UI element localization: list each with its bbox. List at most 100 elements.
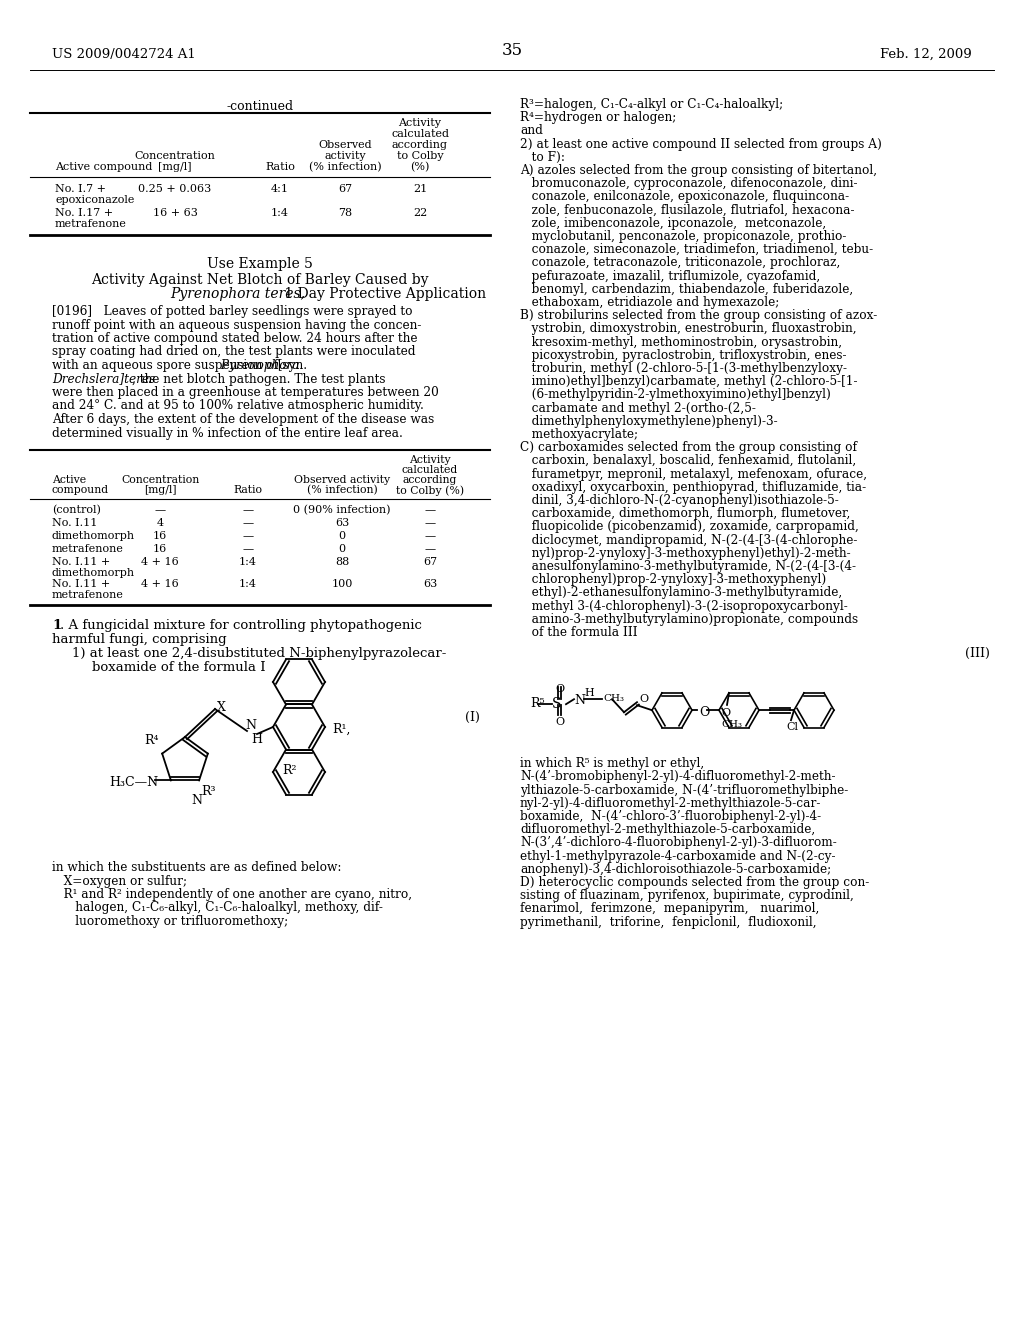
Text: —: — <box>424 544 435 554</box>
Text: carbamate and methyl 2-(ortho-(2,5-: carbamate and methyl 2-(ortho-(2,5- <box>520 401 756 414</box>
Text: No. I.11: No. I.11 <box>52 517 97 528</box>
Text: compound: compound <box>52 484 110 495</box>
Text: US 2009/0042724 A1: US 2009/0042724 A1 <box>52 48 196 61</box>
Text: Cl: Cl <box>786 722 798 733</box>
Text: methyl 3-(4-chlorophenyl)-3-(2-isopropoxycarbonyl-: methyl 3-(4-chlorophenyl)-3-(2-isopropox… <box>520 599 848 612</box>
Text: 0.25 + 0.063: 0.25 + 0.063 <box>138 183 212 194</box>
Text: Activity: Activity <box>398 117 441 128</box>
Text: (control): (control) <box>52 506 101 515</box>
Text: 1:4: 1:4 <box>239 579 257 589</box>
Text: (I): (I) <box>465 711 480 723</box>
Text: Activity: Activity <box>410 455 451 465</box>
Text: kresoxim-methyl, methominostrobin, orysastrobin,: kresoxim-methyl, methominostrobin, orysa… <box>520 335 842 348</box>
Text: R²: R² <box>282 763 297 776</box>
Text: carboxamide, dimethomorph, flumorph, flumetover,: carboxamide, dimethomorph, flumorph, flu… <box>520 507 850 520</box>
Text: methoxyacrylate;: methoxyacrylate; <box>520 428 638 441</box>
Text: N: N <box>574 694 585 708</box>
Text: Pyrenophora teres,: Pyrenophora teres, <box>170 286 305 301</box>
Text: determined visually in % infection of the entire leaf area.: determined visually in % infection of th… <box>52 426 402 440</box>
Text: Feb. 12, 2009: Feb. 12, 2009 <box>881 48 972 61</box>
Text: Drechslera]teres: Drechslera]teres <box>52 372 156 385</box>
Text: 63: 63 <box>335 517 349 528</box>
Text: myclobutanil, penconazole, propiconazole, prothio-: myclobutanil, penconazole, propiconazole… <box>520 230 847 243</box>
Text: R³: R³ <box>201 785 216 799</box>
Text: N-(3’,4’-dichloro-4-fluorobiphenyl-2-yl)-3-difluorom-: N-(3’,4’-dichloro-4-fluorobiphenyl-2-yl)… <box>520 837 837 849</box>
Text: spray coating had dried on, the test plants were inoculated: spray coating had dried on, the test pla… <box>52 346 416 359</box>
Text: (%): (%) <box>411 162 430 173</box>
Text: luoromethoxy or trifluoromethoxy;: luoromethoxy or trifluoromethoxy; <box>52 915 288 928</box>
Text: 1: 1 <box>52 619 61 632</box>
Text: -continued: -continued <box>226 100 294 114</box>
Text: troburin, methyl (2-chloro-5-[1-(3-methylbenzyloxy-: troburin, methyl (2-chloro-5-[1-(3-methy… <box>520 362 847 375</box>
Text: —: — <box>243 517 254 528</box>
Text: R¹,: R¹, <box>332 723 350 737</box>
Text: chlorophenyl)prop-2-ynyloxy]-3-methoxyphenyl): chlorophenyl)prop-2-ynyloxy]-3-methoxyph… <box>520 573 826 586</box>
Text: dimethomorph: dimethomorph <box>52 531 135 541</box>
Text: in which R⁵ is methyl or ethyl,: in which R⁵ is methyl or ethyl, <box>520 758 705 770</box>
Text: —: — <box>243 544 254 554</box>
Text: difluoromethyl-2-methylthiazole-5-carboxamide,: difluoromethyl-2-methylthiazole-5-carbox… <box>520 824 815 836</box>
Text: X=oxygen or sulfur;: X=oxygen or sulfur; <box>52 874 187 887</box>
Text: 1:4: 1:4 <box>271 209 289 218</box>
Text: Pyrenophora: Pyrenophora <box>217 359 300 372</box>
Text: R⁴=hydrogen or halogen;: R⁴=hydrogen or halogen; <box>520 111 677 124</box>
Text: picoxystrobin, pyraclostrobin, trifloxystrobin, enes-: picoxystrobin, pyraclostrobin, trifloxys… <box>520 348 847 362</box>
Text: pefurazoate, imazalil, triflumizole, cyazofamid,: pefurazoate, imazalil, triflumizole, cya… <box>520 269 820 282</box>
Text: —: — <box>424 517 435 528</box>
Text: diclocymet, mandipropamid, N-(2-(4-[3-(4-chlorophe-: diclocymet, mandipropamid, N-(2-(4-[3-(4… <box>520 533 857 546</box>
Text: —: — <box>155 506 166 515</box>
Text: to Colby (%): to Colby (%) <box>396 484 464 495</box>
Text: (6-methylpyridin-2-ylmethoxyimino)ethyl]benzyl): (6-methylpyridin-2-ylmethoxyimino)ethyl]… <box>520 388 830 401</box>
Text: C) carboxamides selected from the group consisting of: C) carboxamides selected from the group … <box>520 441 857 454</box>
Text: N-(4’-bromobiphenyl-2-yl)-4-difluoromethyl-2-meth-: N-(4’-bromobiphenyl-2-yl)-4-difluorometh… <box>520 771 836 783</box>
Text: 22: 22 <box>413 209 427 218</box>
Text: 16: 16 <box>153 531 167 541</box>
Text: —: — <box>243 531 254 541</box>
Text: benomyl, carbendazim, thiabendazole, fuberidazole,: benomyl, carbendazim, thiabendazole, fub… <box>520 282 853 296</box>
Text: O: O <box>699 706 710 719</box>
Text: epoxiconazole: epoxiconazole <box>55 195 134 205</box>
Text: B) strobilurins selected from the group consisting of azox-: B) strobilurins selected from the group … <box>520 309 878 322</box>
Text: O: O <box>639 694 648 704</box>
Text: conazole, simeconazole, triadimefon, triadimenol, tebu-: conazole, simeconazole, triadimefon, tri… <box>520 243 873 256</box>
Text: according: according <box>402 475 457 484</box>
Text: O: O <box>555 684 564 694</box>
Text: 1:4: 1:4 <box>239 557 257 568</box>
Text: Observed: Observed <box>318 140 372 150</box>
Text: ethyl)-2-ethanesulfonylamino-3-methylbutyramide,: ethyl)-2-ethanesulfonylamino-3-methylbut… <box>520 586 843 599</box>
Text: After 6 days, the extent of the development of the disease was: After 6 days, the extent of the developm… <box>52 413 434 426</box>
Text: CH₃: CH₃ <box>603 694 624 704</box>
Text: dimethylphenyloxymethylene)phenyl)-3-: dimethylphenyloxymethylene)phenyl)-3- <box>520 414 777 428</box>
Text: Observed activity: Observed activity <box>294 475 390 484</box>
Text: 78: 78 <box>338 209 352 218</box>
Text: 4:1: 4:1 <box>271 183 289 194</box>
Text: dinil, 3,4-dichloro-N-(2-cyanophenyl)isothiazole-5-: dinil, 3,4-dichloro-N-(2-cyanophenyl)iso… <box>520 494 839 507</box>
Text: S: S <box>552 697 561 711</box>
Text: calculated: calculated <box>391 129 449 139</box>
Text: carboxin, benalaxyl, boscalid, fenhexamid, flutolanil,: carboxin, benalaxyl, boscalid, fenhexami… <box>520 454 856 467</box>
Text: bromuconazole, cyproconazole, difenoconazole, dini-: bromuconazole, cyproconazole, difenocona… <box>520 177 857 190</box>
Text: nyl-2-yl)-4-difluoromethyl-2-methylthiazole-5-car-: nyl-2-yl)-4-difluoromethyl-2-methylthiaz… <box>520 797 821 809</box>
Text: to Colby: to Colby <box>396 150 443 161</box>
Text: anophenyl)-3,4-dichloroisothiazole-5-carboxamide;: anophenyl)-3,4-dichloroisothiazole-5-car… <box>520 863 831 875</box>
Text: were then placed in a greenhouse at temperatures between 20: were then placed in a greenhouse at temp… <box>52 385 438 399</box>
Text: Activity Against Net Blotch of Barley Caused by: Activity Against Net Blotch of Barley Ca… <box>91 273 429 286</box>
Text: CH₃: CH₃ <box>721 719 742 729</box>
Text: halogen, C₁-C₆-alkyl, C₁-C₆-haloalkyl, methoxy, dif-: halogen, C₁-C₆-alkyl, C₁-C₆-haloalkyl, m… <box>52 902 383 915</box>
Text: boxamide,  N-(4’-chloro-3’-fluorobiphenyl-2-yl)-4-: boxamide, N-(4’-chloro-3’-fluorobiphenyl… <box>520 810 821 822</box>
Text: 16: 16 <box>153 544 167 554</box>
Text: ylthiazole-5-carboxamide, N-(4’-trifluoromethylbiphe-: ylthiazole-5-carboxamide, N-(4’-trifluor… <box>520 784 848 796</box>
Text: 21: 21 <box>413 183 427 194</box>
Text: 0: 0 <box>339 544 345 554</box>
Text: 4 + 16: 4 + 16 <box>141 557 179 568</box>
Text: Use Example 5: Use Example 5 <box>207 257 313 271</box>
Text: (% infection): (% infection) <box>306 484 378 495</box>
Text: No. I.17 +: No. I.17 + <box>55 209 113 218</box>
Text: 1 Day Protective Application: 1 Day Protective Application <box>280 286 486 301</box>
Text: No. I.11 +: No. I.11 + <box>52 557 111 568</box>
Text: amino-3-methylbutyrylamino)propionate, compounds: amino-3-methylbutyrylamino)propionate, c… <box>520 612 858 626</box>
Text: , the net blotch pathogen. The test plants: , the net blotch pathogen. The test plan… <box>132 372 385 385</box>
Text: zole, fenbuconazole, flusilazole, flutriafol, hexacona-: zole, fenbuconazole, flusilazole, flutri… <box>520 203 854 216</box>
Text: 67: 67 <box>338 183 352 194</box>
Text: anesulfonylamino-3-methylbutyramide, N-(2-(4-[3-(4-: anesulfonylamino-3-methylbutyramide, N-(… <box>520 560 856 573</box>
